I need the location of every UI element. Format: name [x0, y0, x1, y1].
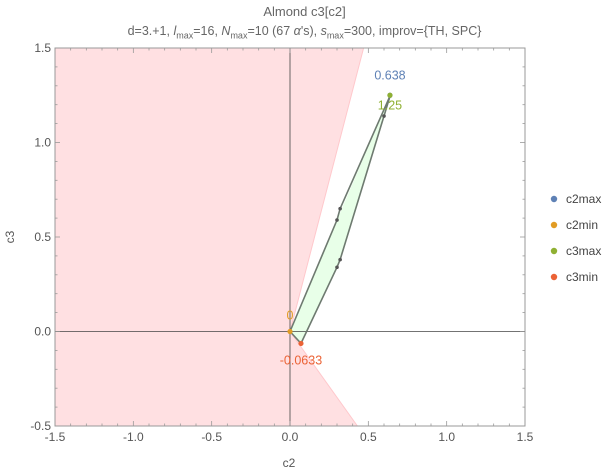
legend-marker-c2max — [550, 195, 558, 203]
y-tick-label: -0.5 — [30, 419, 51, 433]
y-axis-title: c3 — [3, 230, 17, 243]
y-tick-label: 1.0 — [34, 136, 51, 150]
point-c3min — [298, 340, 304, 347]
label-c2max: 0.638 — [374, 68, 405, 82]
x-tick-label: -0.5 — [201, 430, 222, 444]
hull-vertex — [335, 265, 339, 270]
allowed-region — [290, 95, 391, 344]
legend-marker-c3min — [550, 273, 558, 281]
point-c3max — [387, 92, 393, 98]
regions-layer — [54, 47, 391, 427]
hull-vertex — [335, 218, 339, 222]
legend-marker-c3max — [550, 247, 558, 255]
hull-vertex — [382, 114, 386, 118]
excluded-region — [54, 47, 365, 427]
x-tick-label: 0.0 — [282, 430, 299, 444]
y-tick-label: 0.0 — [34, 325, 51, 339]
chart-subtitle: d=3.+1, lmax=16, Nmax=10 (67 α's), smax=… — [127, 24, 482, 41]
legend: c2max c2min c3max c3min — [550, 192, 601, 284]
x-tick-label: -1.5 — [45, 430, 66, 444]
x-tick-label: 1.0 — [438, 430, 455, 444]
x-axis-title: c2 — [283, 456, 296, 470]
legend-marker-c2min — [550, 221, 558, 229]
label-c3max: 1.25 — [378, 98, 402, 112]
hull-vertex — [338, 257, 342, 262]
legend-label-c2max: c2max — [566, 192, 601, 206]
points-layer: 0.638 0 1.25 -0.0633 — [280, 68, 406, 367]
label-c2min: 0 — [287, 309, 294, 323]
x-tick-label: 1.5 — [517, 430, 534, 444]
axes-layer: -1.5 -1.0 -0.5 0.0 0.5 1.0 1.5 -0.5 0.0 0.5 1.0 1.5 — [30, 41, 533, 444]
x-tick-label: 0.5 — [360, 430, 377, 444]
hull-vertex — [338, 206, 342, 211]
y-tick-label: 1.5 — [34, 41, 51, 55]
x-tick-label: -1.0 — [123, 430, 144, 444]
legend-label-c3max: c3max — [566, 244, 601, 258]
point-c2min — [287, 328, 293, 335]
legend-label-c2min: c2min — [566, 218, 598, 232]
y-tick-label: 0.5 — [34, 230, 51, 244]
label-c3min: -0.0633 — [280, 353, 322, 367]
legend-label-c3min: c3min — [566, 270, 598, 284]
chart-title: Almond c3[c2] — [263, 4, 346, 19]
